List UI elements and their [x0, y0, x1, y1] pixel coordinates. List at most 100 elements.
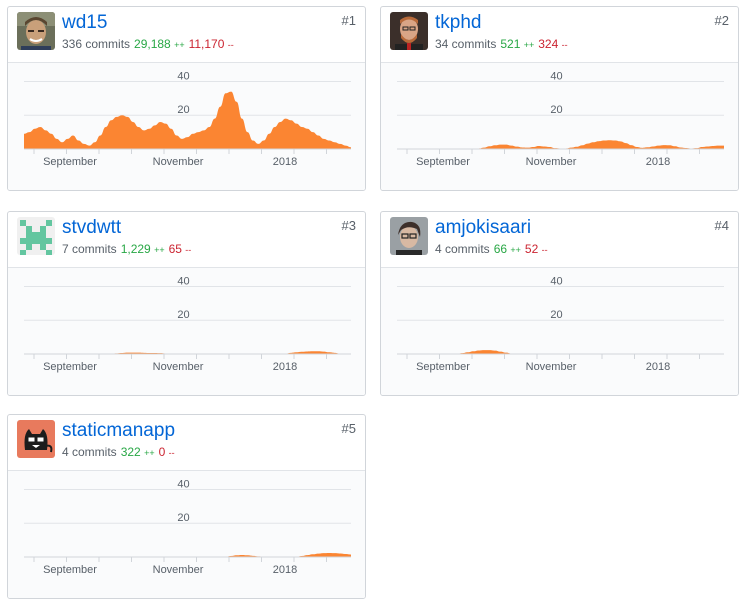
username-link[interactable]: amjokisaari: [435, 217, 532, 238]
card-header: tkphd 34 commits 521 ++ 324 -- #2: [381, 7, 738, 62]
deletions-value: 324: [538, 37, 559, 51]
additions-value: 1,229: [120, 242, 151, 256]
commit-stats: 34 commits 521 ++ 324 --: [435, 37, 568, 52]
identicon-green-icon[interactable]: [17, 217, 55, 255]
commit-area: [397, 140, 724, 149]
contributor-card: amjokisaari 4 commits 66 ++ 52 -- #4 40 20 S…: [380, 211, 739, 396]
commit-stats: 4 commits 322 ++ 0 --: [62, 445, 175, 460]
rank-label: #3: [341, 218, 356, 233]
additions-count: 29,188 ++: [134, 37, 185, 51]
additions-value: 521: [500, 37, 521, 51]
x-tick-label: November: [153, 156, 204, 168]
rank-label: #2: [714, 13, 729, 28]
rank-label: #5: [341, 421, 356, 436]
y-tick-label: 20: [177, 104, 189, 116]
deletions-suffix: --: [561, 40, 568, 50]
y-tick-label: 20: [177, 512, 189, 524]
x-tick-label: 2018: [646, 156, 670, 168]
rank-label: #4: [714, 218, 729, 233]
commit-area: [397, 350, 724, 354]
x-tick-label: September: [416, 361, 470, 373]
commit-stats: 336 commits 29,188 ++ 11,170 --: [62, 37, 234, 52]
deletions-value: 65: [168, 242, 182, 256]
x-tick-label: 2018: [646, 361, 670, 373]
x-tick-label: 2018: [273, 156, 297, 168]
x-tick-label: November: [526, 156, 577, 168]
y-tick-label: 20: [550, 104, 562, 116]
x-tick-label: November: [153, 564, 204, 576]
x-tick-label: November: [526, 361, 577, 373]
additions-suffix: ++: [144, 448, 155, 458]
username-link[interactable]: stvdwtt: [62, 217, 122, 238]
deletions-count: 65 --: [169, 242, 192, 256]
commits-link[interactable]: 7 commits: [62, 242, 117, 256]
commit-area-chart: 40 20 September November 2018: [397, 275, 724, 373]
additions-suffix: ++: [523, 40, 535, 50]
card-header: stvdwtt 7 commits 1,229 ++ 65 -- #3: [8, 212, 365, 267]
deletions-count: 52 --: [525, 242, 548, 256]
deletions-suffix: --: [541, 245, 548, 255]
commit-chart: 40 20 September November 2018: [8, 62, 365, 190]
x-tick-label: 2018: [273, 564, 297, 576]
deletions-suffix: --: [185, 245, 192, 255]
additions-value: 29,188: [134, 37, 171, 51]
y-tick-label: 40: [550, 70, 562, 82]
contributor-card: stvdwtt 7 commits 1,229 ++ 65 -- #3 40 20 Se…: [7, 211, 366, 396]
commit-chart: 40 20 September November 2018: [381, 267, 738, 395]
contributor-card: tkphd 34 commits 521 ++ 324 -- #2 40 20 Sept…: [380, 6, 739, 191]
additions-count: 66 ++: [494, 242, 521, 256]
deletions-value: 11,170: [188, 37, 225, 51]
additions-count: 1,229 ++: [121, 242, 165, 256]
card-header: staticmanapp 4 commits 322 ++ 0 -- #5: [8, 415, 365, 470]
commit-area-chart: 40 20 September November 2018: [24, 70, 351, 168]
additions-value: 66: [493, 242, 508, 256]
commit-area: [24, 552, 351, 557]
y-tick-label: 20: [550, 309, 562, 321]
x-tick-label: September: [43, 156, 97, 168]
additions-count: 521 ++: [500, 37, 534, 51]
commit-chart: 40 20 September November 2018: [381, 62, 738, 190]
card-header: amjokisaari 4 commits 66 ++ 52 -- #4: [381, 212, 738, 267]
additions-suffix: ++: [510, 245, 521, 255]
commit-area-chart: 40 20 September November 2018: [397, 70, 724, 168]
deletions-value: 52: [524, 242, 539, 256]
y-tick-label: 40: [177, 275, 189, 287]
username-link[interactable]: tkphd: [435, 12, 482, 33]
commit-stats: 4 commits 66 ++ 52 --: [435, 242, 548, 257]
contributor-card: staticmanapp 4 commits 322 ++ 0 -- #5 40 20…: [7, 414, 366, 599]
username-link[interactable]: wd15: [62, 12, 108, 33]
commits-link[interactable]: 4 commits: [62, 445, 117, 459]
commit-chart: 40 20 September November 2018: [8, 470, 365, 598]
y-tick-label: 40: [550, 275, 562, 287]
x-tick-label: September: [43, 361, 97, 373]
commit-area: [24, 91, 351, 149]
commits-link[interactable]: 4 commits: [435, 242, 490, 256]
x-tick-label: September: [43, 564, 97, 576]
deletions-suffix: --: [168, 448, 175, 458]
additions-value: 322: [120, 445, 141, 459]
deletions-count: 0 --: [159, 445, 175, 459]
x-tick-label: 2018: [273, 361, 297, 373]
commits-link[interactable]: 336 commits: [62, 37, 131, 51]
y-tick-label: 40: [177, 70, 189, 82]
rank-label: #1: [341, 13, 356, 28]
cat-mascot-avatar-icon[interactable]: [17, 420, 55, 458]
deletions-suffix: --: [227, 40, 234, 50]
photo-avatar-young-man-icon[interactable]: [17, 12, 55, 50]
deletions-value: 0: [158, 445, 166, 459]
photo-avatar-person-glasses-icon[interactable]: [390, 217, 428, 255]
photo-avatar-bearded-man-icon[interactable]: [390, 12, 428, 50]
commits-link[interactable]: 34 commits: [435, 37, 497, 51]
additions-suffix: ++: [154, 245, 165, 255]
additions-count: 322 ++: [121, 445, 155, 459]
username-link[interactable]: staticmanapp: [62, 420, 176, 441]
commit-area-chart: 40 20 September November 2018: [24, 275, 351, 373]
additions-suffix: ++: [174, 40, 185, 50]
y-tick-label: 40: [177, 478, 189, 490]
deletions-count: 324 --: [538, 37, 567, 51]
x-tick-label: November: [153, 361, 204, 373]
y-tick-label: 20: [177, 309, 189, 321]
commit-stats: 7 commits 1,229 ++ 65 --: [62, 242, 191, 257]
card-header: wd15 336 commits 29,188 ++ 11,170 -- #1: [8, 7, 365, 62]
x-tick-label: September: [416, 156, 470, 168]
